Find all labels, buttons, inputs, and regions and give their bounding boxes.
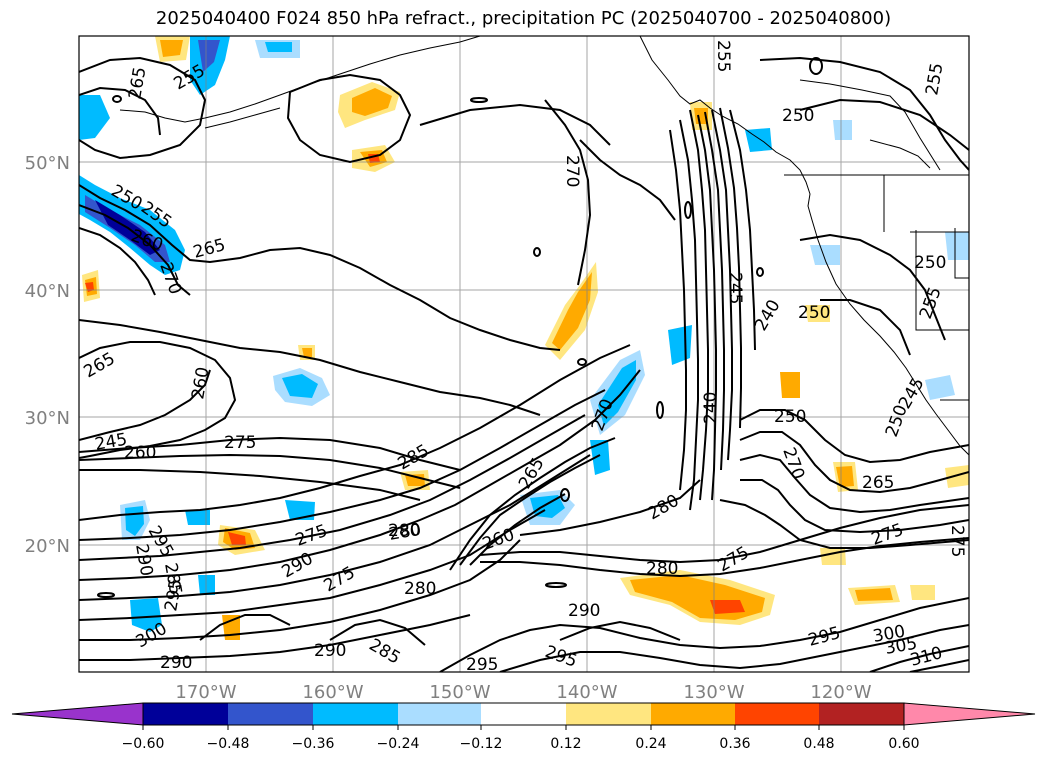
- contour-label: 250: [774, 407, 806, 427]
- colorbar-tick-label: −0.12: [460, 736, 503, 752]
- contour-label: 290: [160, 653, 192, 673]
- lon-label: 120°W: [810, 682, 871, 703]
- colorbar-tick-label: 0.36: [719, 736, 750, 752]
- colorbar-extend-min: [11, 702, 144, 726]
- contour-label: 280: [388, 521, 420, 541]
- contour-label: 260: [124, 443, 156, 463]
- colorbar-segment: [398, 703, 481, 725]
- lon-label: 160°W: [302, 682, 363, 703]
- colorbar-tick-label: −0.60: [122, 736, 165, 752]
- contour-blobs: [97, 57, 823, 598]
- contour-label: 255: [713, 40, 733, 72]
- colorbar-segment: [735, 703, 819, 725]
- colorbar-segment: [481, 703, 566, 725]
- map-plot-area: 250 255 260 265 270 265 260 265 255 270 …: [79, 36, 969, 675]
- lon-label: 140°W: [556, 682, 617, 703]
- contour-label: 240: [701, 392, 721, 424]
- colorbar-segment: [651, 703, 735, 725]
- colorbar-segment: [313, 703, 398, 725]
- coastlines: [119, 36, 969, 456]
- contour-label: 280: [646, 559, 678, 579]
- contour-label: 275: [947, 525, 967, 557]
- colorbar-tick-label: 0.60: [888, 736, 919, 752]
- contour-label: 245: [725, 272, 745, 304]
- contour-label: 265: [862, 473, 894, 493]
- colorbar-tick-label: 0.24: [635, 736, 666, 752]
- contour-label: 250: [782, 106, 814, 126]
- lon-label: 170°W: [175, 682, 236, 703]
- axis-labels: 170°W 160°W 150°W 140°W 130°W 120°W 50°N…: [25, 153, 872, 703]
- contour-label: 295: [466, 655, 498, 675]
- lon-label: 150°W: [429, 682, 490, 703]
- colorbar-extend-max: [903, 702, 1036, 726]
- colorbar: −0.60 −0.48 −0.36 −0.24 −0.12 0.12 0.24 …: [11, 702, 1036, 752]
- colorbar-tick-label: 0.12: [550, 736, 581, 752]
- lat-label: 30°N: [25, 408, 70, 429]
- lon-label: 130°W: [683, 682, 744, 703]
- lat-label: 20°N: [25, 536, 70, 557]
- contour-label: 275: [224, 433, 256, 453]
- contour-label: 250: [798, 303, 830, 323]
- map-frame: [78, 35, 970, 673]
- refractivity-contours: [79, 56, 969, 672]
- colorbar-tick-label: −0.48: [207, 736, 250, 752]
- colorbar-segment: [143, 703, 228, 725]
- contour-label: 250: [914, 253, 946, 273]
- contour-label: 290: [568, 601, 600, 621]
- colorbar-segment: [228, 703, 313, 725]
- contour-label: 280: [404, 579, 436, 599]
- colorbar-tick-label: −0.36: [292, 736, 335, 752]
- colorbar-tick-label: 0.48: [803, 736, 834, 752]
- colorbar-tick-label: −0.24: [377, 736, 420, 752]
- colorbar-segment: [566, 703, 651, 725]
- lat-label: 40°N: [25, 281, 70, 302]
- colorbar-segment: [819, 703, 904, 725]
- map-title: 2025040400 F024 850 hPa refract., precip…: [155, 8, 892, 29]
- lat-label: 50°N: [25, 153, 70, 174]
- contour-label: 290: [314, 641, 346, 661]
- contour-label: 270: [562, 155, 582, 187]
